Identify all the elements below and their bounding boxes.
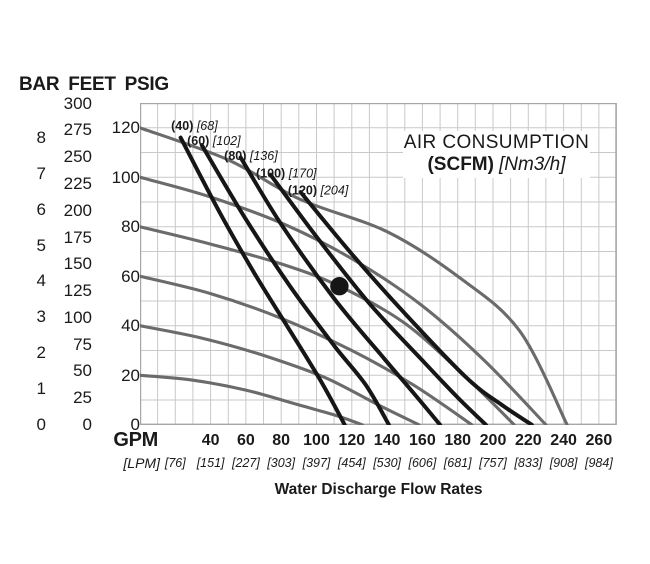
psig-tick: 60 [121,266,140,286]
feet-tick: 75 [73,334,92,354]
bar-unit-label: BAR [19,74,60,95]
feet-unit-label: FEET [68,74,116,95]
feet-tick: 150 [63,254,92,274]
lpm-tick: [151] [196,456,225,470]
air-curve-label: (80) [136] [224,149,278,163]
gpm-axis-label: GPM [113,429,158,451]
psig-unit-label: PSIG [124,74,170,95]
title-line2: (SCFM) [Nm3/h] [403,154,590,176]
gpm-tick: 140 [373,432,401,449]
operating-point-dot [330,277,349,296]
bar-tick: 3 [36,307,46,327]
lpm-tick: [454] [337,456,366,470]
gpm-tick: 260 [585,432,613,449]
lpm-tick: [908] [549,456,578,470]
lpm-tick: [606] [408,456,437,470]
feet-tick: 100 [63,307,92,327]
lpm-tick: [833] [514,456,543,470]
lpm-tick: [303] [267,456,296,470]
feet-tick: 250 [63,147,92,167]
gpm-tick: 80 [272,432,291,449]
bar-tick: 8 [36,127,46,147]
title-line1: AIR CONSUMPTION [403,132,590,153]
air-consumption-curve [268,172,488,425]
air-curve-label: (120) [204] [288,184,349,198]
air-consumption-curve [298,190,534,425]
bar-tick: 7 [36,163,46,183]
air-consumption-title: AIR CONSUMPTION (SCFM) [Nm3/h] [403,131,590,178]
psig-tick: 0 [130,415,140,434]
gpm-tick: 40 [201,432,220,449]
title-nm3h: [Nm3/h] [498,154,566,175]
x-axis-title: Water Discharge Flow Rates [274,481,483,498]
psig-tick: 20 [121,365,140,385]
gpm-tick: 200 [479,432,507,449]
lpm-tick: [530] [373,456,401,470]
gpm-tick: 160 [409,432,436,449]
feet-tick: 50 [73,361,92,381]
bar-tick: 0 [36,415,46,434]
lpm-axis-label: [LPM] [123,455,160,471]
feet-tick: 275 [63,120,92,140]
psig-tick: 100 [111,167,140,187]
air-curve-label: (100) [170] [256,166,317,180]
air-curve-label: (60) [102] [187,134,241,148]
lpm-tick: [76] [164,456,186,470]
lpm-tick: [984] [584,456,613,470]
feet-tick: 125 [63,281,92,301]
gpm-tick: 220 [514,432,542,449]
gpm-tick: 240 [550,432,577,449]
feet-tick: 0 [82,415,92,434]
water-pressure-curve [140,126,569,425]
gpm-tick: 120 [338,432,366,449]
bar-tick: 5 [36,235,46,255]
plot-area: (40) [68](60) [102](80) [136] (100) [170]… [140,103,617,425]
bar-tick: 6 [36,199,46,219]
feet-tick: 25 [73,388,92,408]
lpm-tick: [397] [302,456,331,470]
psig-tick: 120 [111,118,140,137]
title-scfm: (SCFM) [427,154,494,175]
air-curve-label: (40) [68] [171,119,218,133]
air-consumption-curve [178,135,347,425]
psig-tick: 40 [121,316,140,335]
gpm-tick: 100 [303,432,330,449]
feet-tick: 225 [63,173,92,193]
water-pressure-curve [140,274,474,425]
gpm-tick: 180 [444,432,472,449]
bar-tick: 4 [36,271,46,291]
pressure-units-header: BAR FEET PSIG [19,74,169,96]
feet-tick: 300 [63,93,92,113]
air-consumption-curve [238,155,443,425]
water-pressure-curve [140,373,364,425]
air-consumption-curve [199,143,391,425]
lpm-tick: [227] [231,456,260,470]
lpm-tick: [681] [443,456,472,470]
plot-border [140,103,617,425]
psig-tick: 80 [121,217,140,236]
bar-tick: 1 [36,379,46,399]
bar-tick: 2 [36,343,46,363]
lpm-tick: [757] [479,456,507,470]
gpm-tick: 60 [236,432,255,449]
feet-tick: 175 [63,227,92,247]
feet-tick: 200 [63,200,92,220]
